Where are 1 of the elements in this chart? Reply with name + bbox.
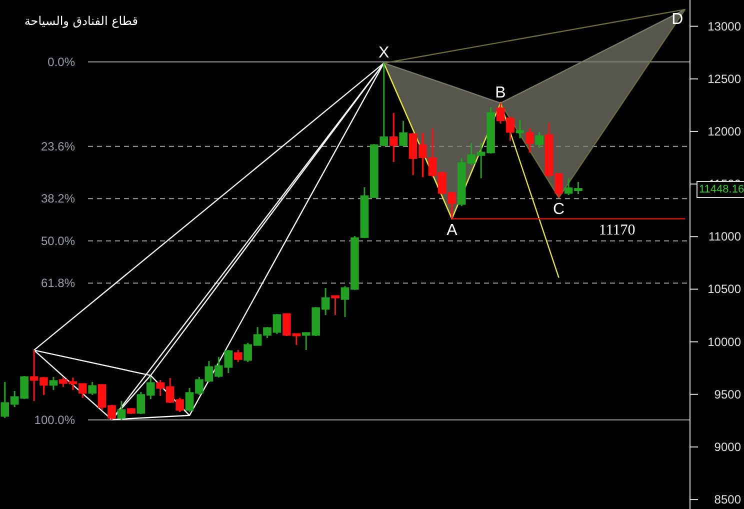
title: قطاع الفنادق والسياحة (24, 14, 138, 28)
